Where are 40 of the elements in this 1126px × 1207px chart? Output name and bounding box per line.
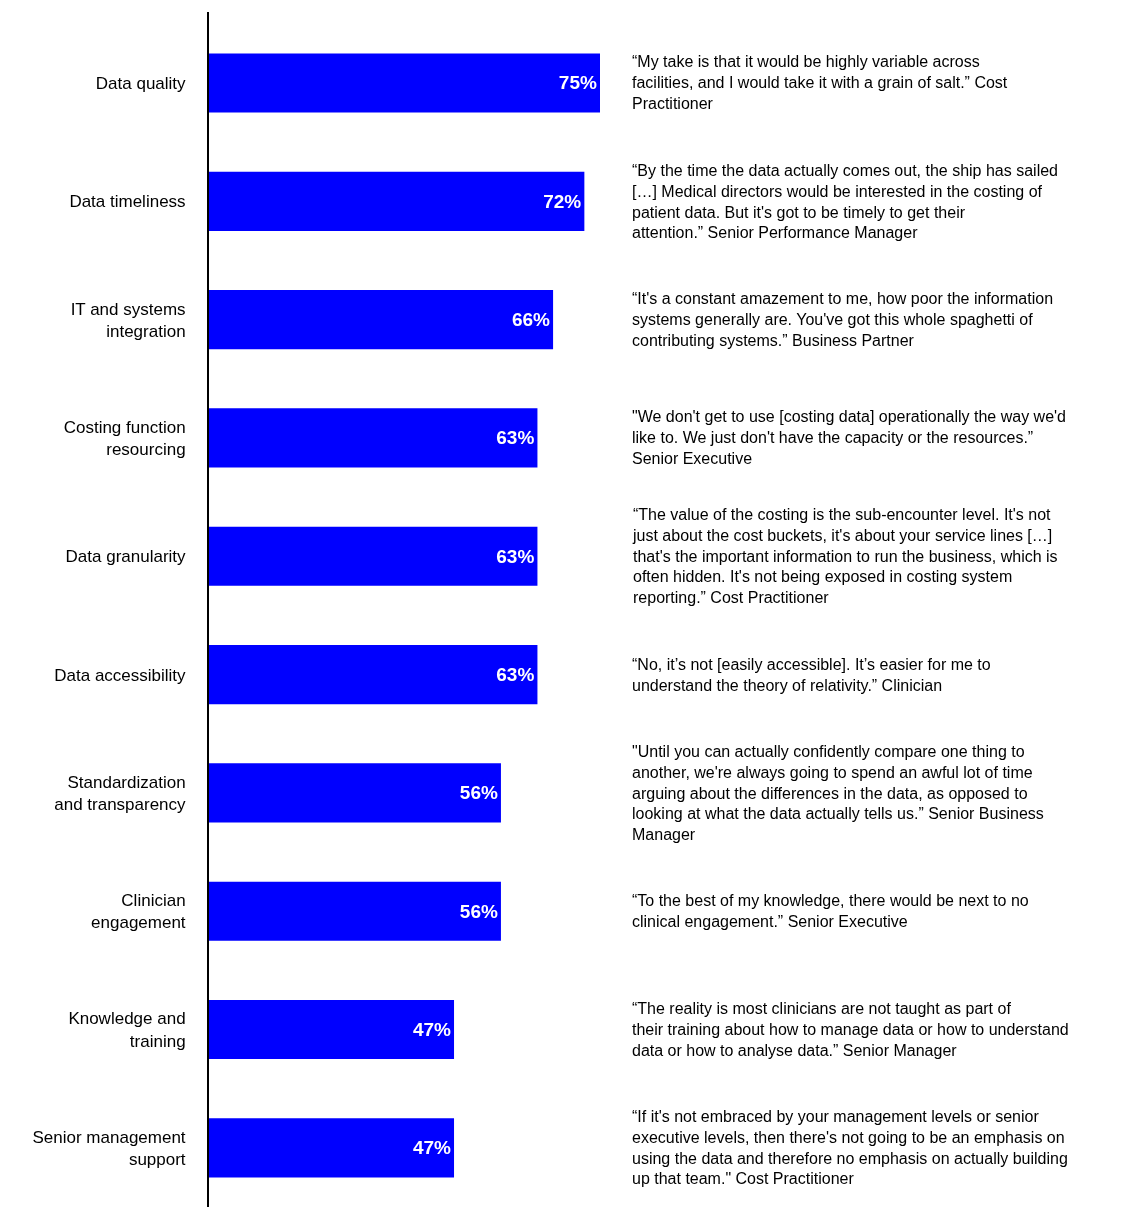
data-label: 63% — [496, 664, 535, 686]
data-label: 75% — [558, 72, 597, 94]
data-label: 63% — [496, 427, 535, 449]
data-label: 56% — [459, 900, 498, 922]
text: “No, it’s not [easily accessible]. It’s easier for me to understand the theory of relativity.” Clinician — [632, 656, 991, 694]
data-label: 47% — [412, 1137, 452, 1159]
bar — [209, 408, 538, 468]
y-tick-label: Standardization and transparency — [54, 772, 187, 814]
text: “My take is that it would be highly variable across facilities, and I would take it with a grain of salt.” Cost Practitioner — [632, 53, 1008, 112]
text: "Until you can actually confidently compare one thing to another, we're always going to spend an awful lot of time arguing about the differences in the data, as opposed to looking at what the data actually tells us.” Senior Business Manager — [632, 743, 1044, 844]
data-label: 56% — [459, 782, 498, 804]
text: “The value of the costing is the sub-encounter level. It's not just about the cost buckets, it's about your service lines […] that's the important information to run the business, which is often hidden. It's not being exposed in costing system reporting.” Cost Practitioner — [632, 506, 1058, 607]
y-tick-label: Costing function resourcing — [63, 417, 186, 459]
bar — [209, 526, 538, 586]
y-tick-label: Data quality — [95, 73, 187, 93]
data-label: 47% — [412, 1019, 452, 1041]
text: "We don't get to use [costing data] operationally the way we'd like to. We just don't have the capacity or the resources.” Senior Executive — [632, 408, 1066, 467]
bar — [209, 53, 600, 113]
bar — [209, 763, 501, 823]
data-label: 63% — [496, 545, 535, 567]
y-tick-label: Data accessibility — [54, 665, 187, 685]
bar — [209, 1118, 455, 1178]
data-label: 72% — [543, 190, 582, 212]
text: “It's a constant amazement to me, how poor the information systems generally are. You've got this whole spaghetti of contributing systems.” Business Partner — [632, 290, 1054, 349]
bar — [209, 290, 554, 350]
bar — [209, 171, 585, 231]
y-tick-label: Data timeliness — [69, 192, 186, 212]
y-tick-label: Clinician engagement — [91, 891, 186, 933]
y-tick-label: IT and systems integration — [70, 299, 186, 341]
bar — [209, 645, 538, 705]
bar — [209, 999, 455, 1060]
y-tick-label: Senior management support — [32, 1127, 186, 1169]
text: “The reality is most clinicians are not taught as part of their training about how to manage data or how to understand data or how to analyse data.” Senior Manager — [632, 1000, 1069, 1059]
text: “If it's not embraced by your management levels or senior executive levels, then there's not going to be an emphasis on using the data and therefore no emphasis on actually building up that team." Cost Practitioner — [632, 1108, 1068, 1188]
bar — [209, 881, 501, 941]
data-label: 66% — [511, 309, 551, 331]
text: “By the time the data actually comes out, the ship has sailed […] Medical directors would be interested in the costing of patient data. But it's got to be timely to get their attention.” Senior Performance Manager — [632, 162, 1059, 242]
y-tick-label: Data granularity — [65, 547, 187, 567]
text: “To the best of my knowledge, there would be next to no clinical engagement.” Senior Executive — [632, 892, 1029, 930]
y-tick-label: Knowledge and training — [68, 1009, 186, 1051]
